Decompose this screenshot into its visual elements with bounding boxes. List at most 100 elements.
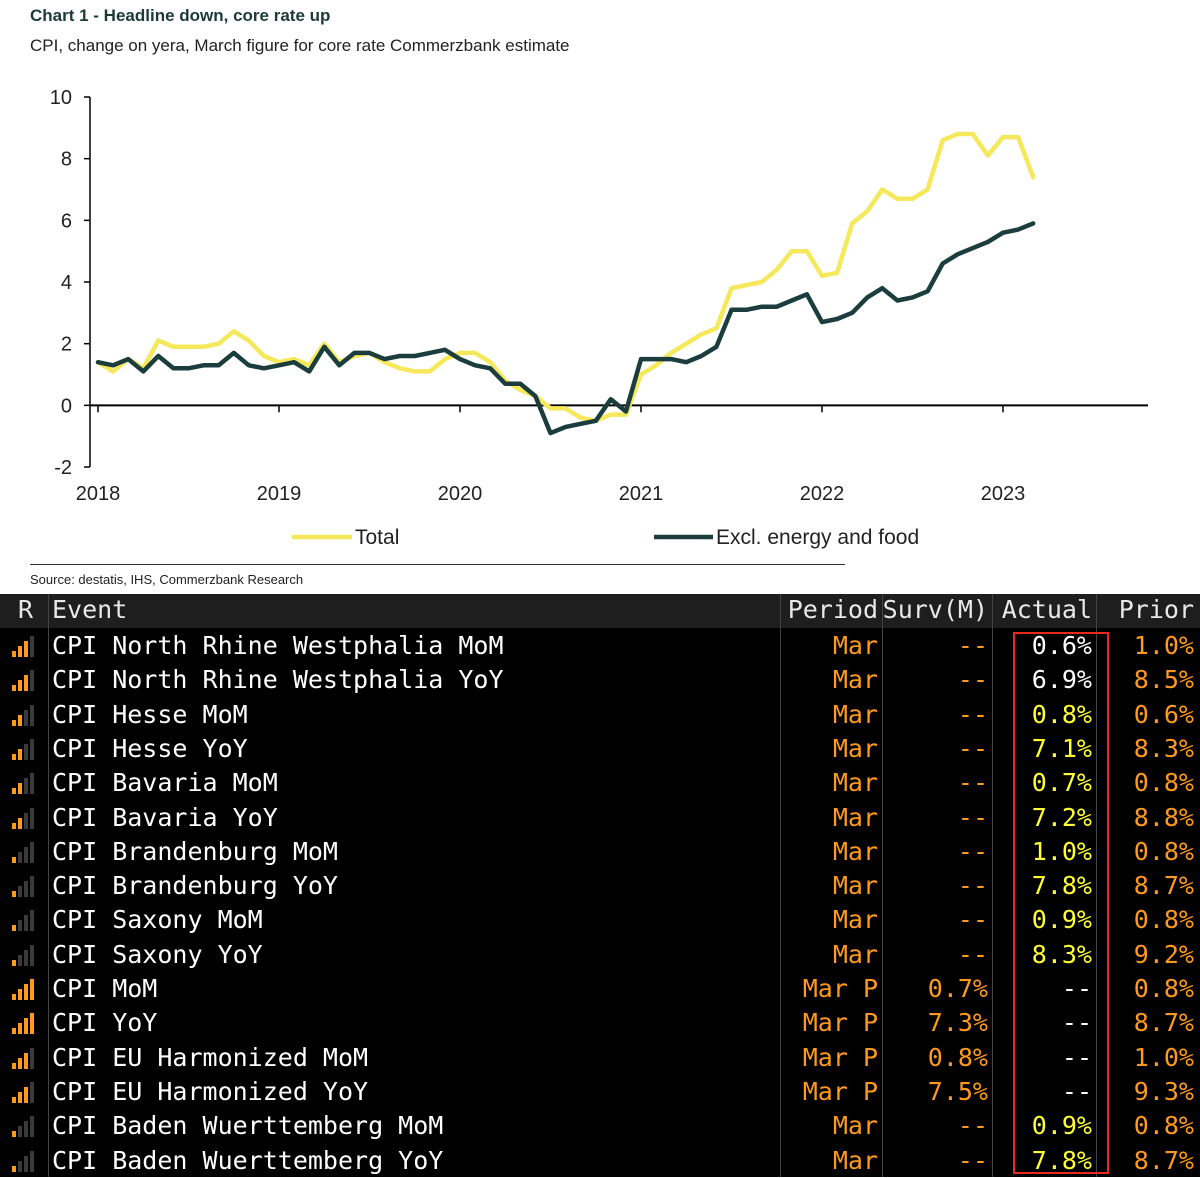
column-divider [992,594,993,1177]
core-series-line [95,221,1036,436]
survey-cell: 7.5% [927,1076,988,1106]
relevance-bars-icon [12,1150,38,1172]
relevance-bars-icon [12,875,38,898]
period-cell: Mar [832,802,878,832]
column-divider [882,594,883,1177]
survey-cell: -- [957,665,988,695]
prior-cell: 8.7% [1133,1145,1194,1175]
y-tick-label: 10 [50,87,72,109]
event-cell: CPI Saxony MoM [52,905,263,935]
relevance-bars-icon [12,738,38,760]
y-tick-label: -2 [54,457,72,479]
header-survey[interactable]: Surv(M) [882,595,988,624]
table-row[interactable]: CPI Hesse MoM Mar -- 0.8% 0.6% [0,698,1200,732]
period-cell: Mar P [802,974,878,1003]
survey-cell: -- [957,939,988,969]
header-period[interactable]: Period [787,595,878,624]
table-row[interactable]: CPI Saxony MoM Mar -- 0.9% 0.8% [0,903,1200,937]
actual-cell: 0.6% [1031,631,1092,660]
header-prior[interactable]: Prior [1118,595,1194,624]
table-row[interactable]: CPI North Rhine Westphalia YoY Mar -- 6.9% 8… [0,663,1200,697]
period-cell: Mar [832,871,878,901]
period-cell: Mar P [802,1076,878,1106]
table-row[interactable]: CPI Bavaria MoM Mar -- 0.7% 0.8% [0,766,1200,800]
table-row[interactable]: CPI Saxony YoY Mar -- 8.3% 9.2% [0,938,1200,972]
relevance-bars-icon [12,1115,38,1138]
period-cell: Mar [832,1111,878,1141]
event-cell: CPI EU Harmonized MoM [52,1042,369,1072]
event-cell: CPI YoY [52,1008,158,1038]
event-cell: CPI Bavaria MoM [52,768,278,798]
relevance-bars-icon [12,841,38,863]
period-cell: Mar [832,1145,878,1175]
survey-cell: 7.3% [927,1008,988,1038]
actual-cell: 0.8% [1031,699,1092,729]
survey-cell: -- [957,699,988,729]
prior-cell: 8.7% [1133,1008,1194,1038]
table-row[interactable]: CPI EU Harmonized MoM Mar P 0.8% -- 1.0% [0,1041,1200,1075]
event-cell: CPI Hesse YoY [52,733,248,763]
relevance-bars-icon [12,807,38,829]
table-row[interactable]: CPI Hesse YoY Mar -- 7.1% 8.3% [0,732,1200,766]
actual-cell: 1.0% [1031,836,1092,866]
x-tick-label: 2021 [619,483,664,505]
y-tick-label: 4 [61,272,72,294]
header-actual[interactable]: Actual [1001,595,1092,624]
y-tick-label: 6 [61,210,72,232]
table-row[interactable]: CPI Bavaria YoY Mar -- 7.2% 8.8% [0,801,1200,835]
event-cell: CPI Brandenburg YoY [52,871,338,901]
event-cell: CPI Baden Wuerttemberg MoM [52,1111,444,1141]
table-row[interactable]: CPI North Rhine Westphalia MoM Mar -- 0.6% 1… [0,629,1200,663]
relevance-bars-icon [12,1012,38,1035]
survey-cell: -- [957,1145,988,1175]
survey-cell: -- [957,871,988,901]
relevance-bars-icon [12,772,38,795]
x-tick-label: 2022 [800,483,845,505]
prior-cell: 0.8% [1133,974,1194,1003]
survey-cell: -- [957,1111,988,1141]
prior-cell: 8.3% [1133,733,1194,763]
chart-panel: Chart 1 - Headline down, core rate up CP… [30,6,1148,587]
period-cell: Mar P [802,1008,878,1038]
prior-cell: 0.8% [1133,1111,1194,1141]
table-row[interactable]: CPI EU Harmonized YoY Mar P 7.5% -- 9.3% [0,1075,1200,1109]
x-tick-label: 2018 [76,483,121,505]
header-event[interactable]: Event [52,595,128,624]
actual-cell: -- [1061,1076,1092,1106]
prior-cell: 0.8% [1133,768,1194,798]
header-relevance[interactable]: R [18,595,34,624]
column-divider [1096,594,1097,1177]
prior-cell: 8.5% [1133,665,1194,695]
actual-highlight-box [1013,632,1109,1174]
period-cell: Mar [832,768,878,798]
actual-cell: 7.2% [1031,802,1092,832]
table-row[interactable]: CPI MoM Mar P 0.7% -- 0.8% [0,972,1200,1006]
event-cell: CPI North Rhine Westphalia MoM [52,631,504,660]
economic-calendar-table: R Event Period Surv(M) Actual Prior CPI … [0,594,1200,1177]
relevance-bars-icon [12,669,38,692]
total-series-line [95,131,1036,424]
actual-cell: 6.9% [1031,665,1092,695]
relevance-bars-icon [12,909,38,932]
x-tick-label: 2020 [438,483,483,505]
relevance-bars-icon [12,978,38,1000]
table-row[interactable]: CPI Baden Wuerttemberg MoM Mar -- 0.9% 0.8% [0,1109,1200,1143]
prior-cell: 0.8% [1133,836,1194,866]
relevance-bars-icon [12,704,38,726]
survey-cell: 0.8% [927,1042,988,1072]
survey-cell: -- [957,905,988,935]
chart-subtitle: CPI, change on yera, March figure for co… [30,36,570,55]
table-row[interactable]: CPI YoY Mar P 7.3% -- 8.7% [0,1006,1200,1040]
relevance-bars-icon [12,944,38,966]
survey-cell: -- [957,836,988,866]
event-cell: CPI North Rhine Westphalia YoY [52,665,504,695]
actual-cell: -- [1061,974,1092,1003]
table-row[interactable]: CPI Brandenburg MoM Mar -- 1.0% 0.8% [0,835,1200,869]
actual-cell: -- [1061,1008,1092,1038]
legend-label-total: Total [355,526,399,549]
table-row[interactable]: CPI Baden Wuerttemberg YoY Mar -- 7.8% 8.7% [0,1144,1200,1178]
survey-cell: -- [957,802,988,832]
relevance-bars-icon [12,1047,38,1069]
table-row[interactable]: CPI Brandenburg YoY Mar -- 7.8% 8.7% [0,869,1200,903]
